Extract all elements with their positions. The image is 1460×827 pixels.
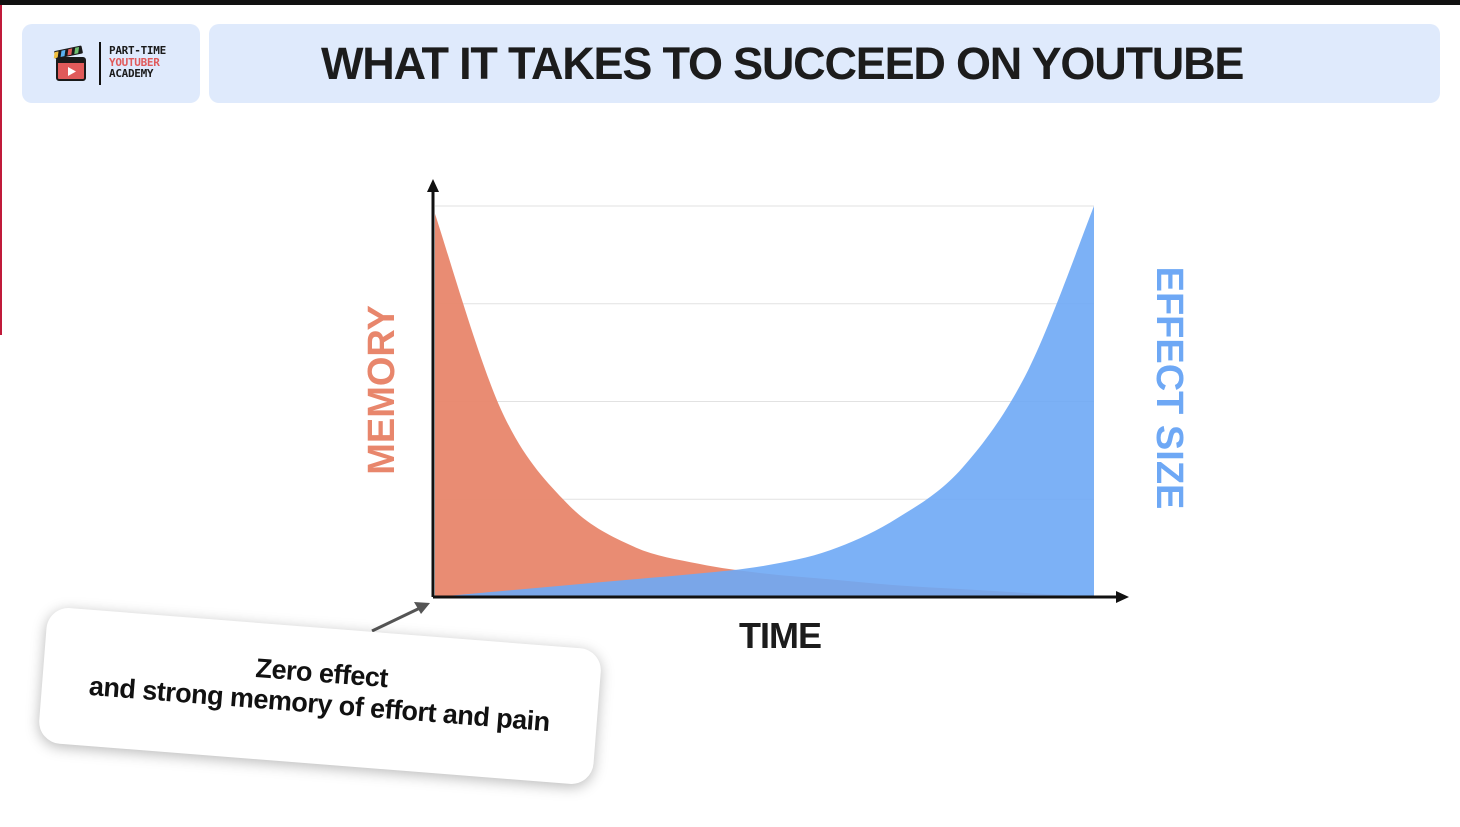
callout-text: Zero effect and strong memory of effort … xyxy=(41,636,600,741)
callout-pointer-head xyxy=(414,602,430,614)
logo-line-academy: ACADEMY xyxy=(109,67,154,80)
left-accent-bar xyxy=(0,5,2,335)
x-axis-label: TIME xyxy=(739,615,821,656)
top-bar xyxy=(0,0,1460,5)
area-layer xyxy=(435,206,1094,597)
logo-divider xyxy=(99,42,101,85)
logo-line-youtuber: YOUTUBER xyxy=(109,55,160,69)
y-axis-label-memory: MEMORY xyxy=(361,305,403,475)
logo-text: PART-TIME YOUTUBER ACADEMY xyxy=(109,45,166,80)
callout-pointer xyxy=(371,606,421,633)
logo-line-part-time: PART-TIME xyxy=(109,44,166,57)
y-axis-arrow xyxy=(427,179,439,192)
title-card: WHAT IT TAKES TO SUCCEED ON YOUTUBE xyxy=(209,24,1440,103)
logo-card: PART-TIME YOUTUBER ACADEMY xyxy=(22,24,200,103)
clapperboard-icon xyxy=(53,45,86,81)
effect-size-area xyxy=(435,206,1094,597)
axis-layer xyxy=(427,179,1129,603)
x-axis-arrow xyxy=(1116,591,1129,603)
memory-area xyxy=(435,213,1094,597)
y-axis-label-effect-size: EFFECT SIZE xyxy=(1148,267,1190,510)
page-title: WHAT IT TAKES TO SUCCEED ON YOUTUBE xyxy=(321,38,1244,89)
